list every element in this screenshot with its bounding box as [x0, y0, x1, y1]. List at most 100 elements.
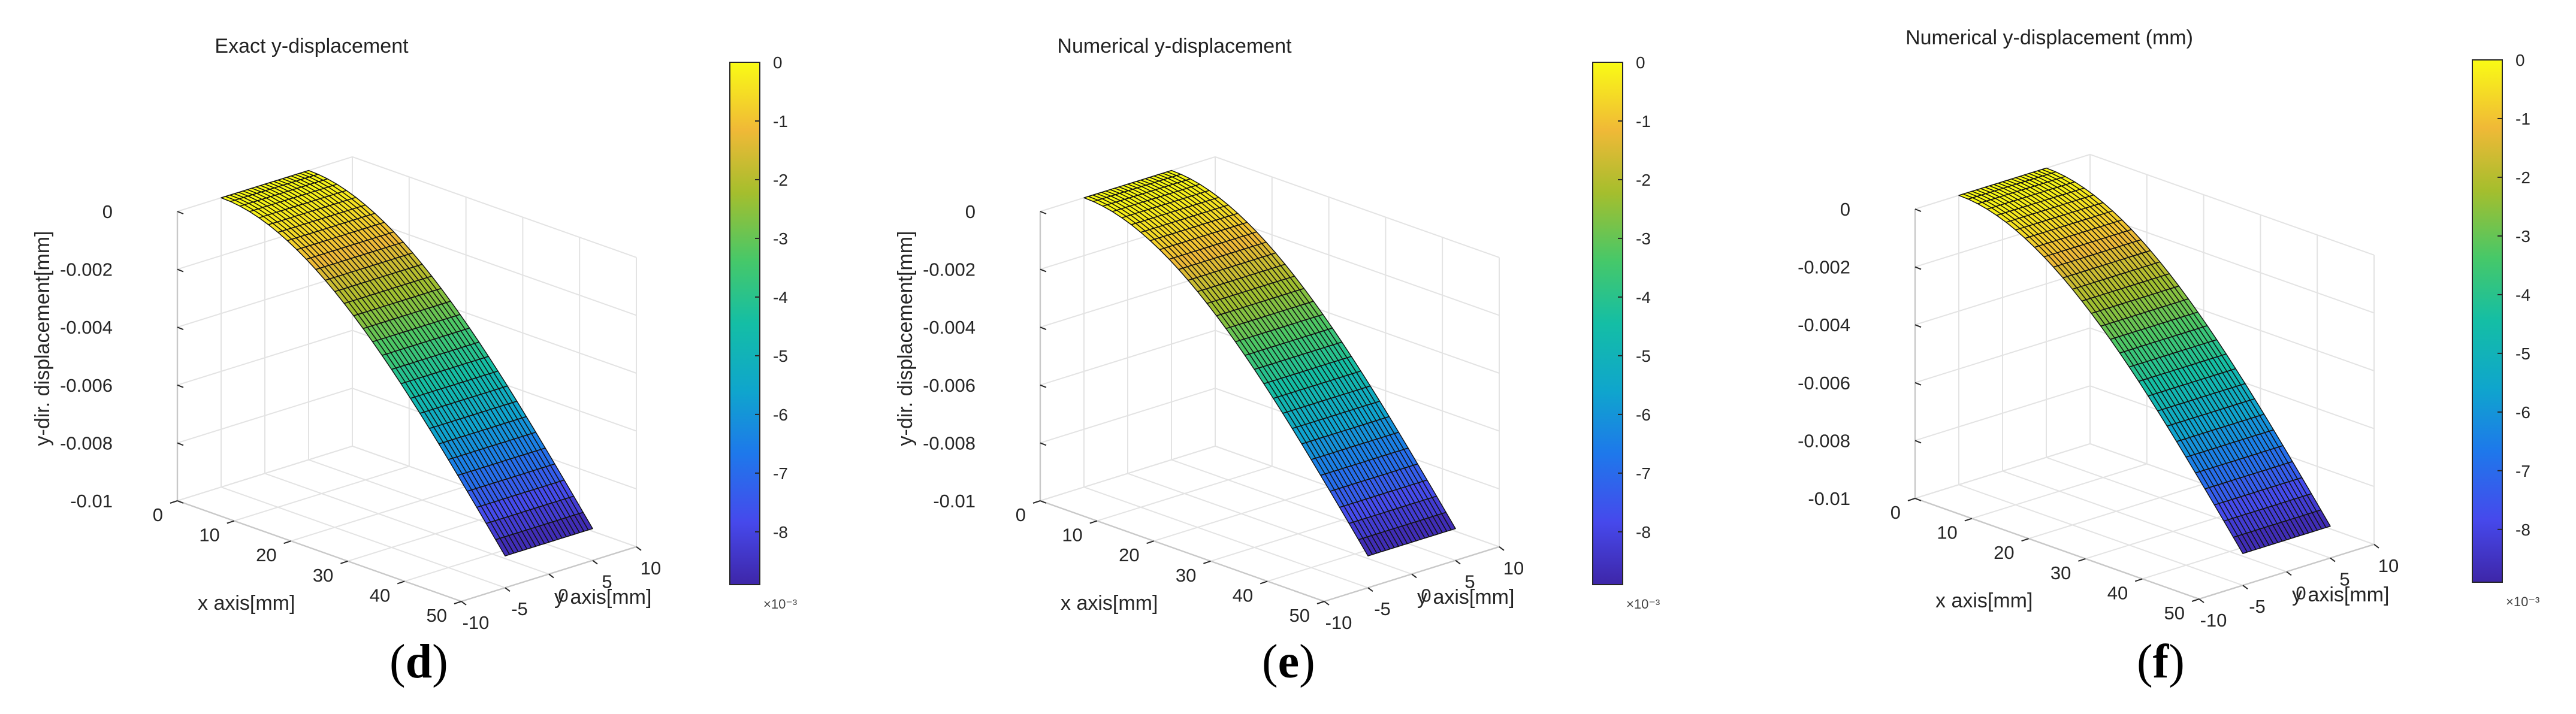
surface-mesh — [1958, 167, 2331, 554]
colorbar-tick-label: -2 — [2515, 168, 2530, 187]
z-tick — [177, 326, 184, 331]
colorbar-tick-label: -4 — [2515, 286, 2530, 304]
surface-mesh — [221, 170, 593, 556]
leftwall-gridline-z — [1914, 385, 2091, 441]
chart-title: Numerical y-displacement — [1057, 35, 1292, 58]
surface-patch — [1358, 537, 1373, 556]
z-tick-label: 0 — [102, 201, 113, 222]
y-tick-label: 0 — [2296, 582, 2306, 603]
x-tick-label: 50 — [2164, 603, 2185, 624]
colorbar-tick-label: -2 — [773, 171, 788, 189]
x-tick — [283, 540, 291, 544]
colorbar-tick-label: -7 — [2515, 462, 2530, 480]
leftwall-gridline-z — [177, 272, 353, 328]
colorbar-tick-label: -8 — [1636, 523, 1651, 541]
x-axis-line — [1040, 500, 1325, 603]
colorbar-tick-label: -6 — [773, 406, 788, 424]
colorbar-multiplier: ×10⁻³ — [763, 597, 797, 612]
z-tick-label: -0.002 — [1798, 257, 1850, 278]
backwall-gridline-z — [1215, 214, 1500, 316]
z-tick-label: -0.004 — [1798, 314, 1850, 335]
colorbar-tick-label: 0 — [1636, 53, 1645, 72]
floor-gridline-y — [1127, 473, 1412, 575]
x-tick — [1907, 498, 1916, 501]
colorbar-tick-label: -5 — [773, 347, 788, 365]
x-tick-label: 0 — [1016, 504, 1026, 525]
leftwall-gridline-z — [177, 329, 353, 386]
y-tick — [2198, 598, 2204, 603]
caption-f: (f) — [2137, 636, 2185, 688]
x-tick — [1316, 601, 1325, 604]
colorbar-tick-label: -7 — [773, 464, 788, 483]
colorbar-tick-label: -1 — [2515, 110, 2530, 128]
z-tick-label: 0 — [1840, 199, 1850, 220]
colorbar-multiplier: ×10⁻³ — [1626, 597, 1660, 612]
surface-plot: 0 -0.002 -0.004 -0.006 -0.008 -0.01 0 10 20 30 40 5… — [894, 35, 1660, 633]
x-tick — [2021, 538, 2029, 542]
floor-gridline-y — [264, 473, 549, 575]
x-tick-label: 20 — [256, 544, 276, 565]
y-axis-label: y axis[mm] — [554, 586, 651, 609]
y-tick — [636, 546, 642, 551]
floor-gridline-y — [2002, 470, 2287, 573]
z-tick-label: -0.004 — [923, 317, 976, 338]
z-tick-label: -0.01 — [933, 491, 976, 512]
y-tick — [1455, 559, 1461, 565]
y-tick — [548, 573, 554, 579]
backwall-gridline-z — [2089, 153, 2375, 256]
backwall-gridline-z — [1215, 156, 1500, 258]
panel-f: 0 -0.002 -0.004 -0.006 -0.008 -0.01 0 10 20 30 40 5… — [1738, 0, 2576, 714]
y-tick — [1324, 601, 1330, 606]
z-tick-label: -0.004 — [60, 317, 113, 338]
caption-d: (d) — [389, 636, 448, 688]
colorbar-tick-label: -4 — [1636, 288, 1651, 307]
leftwall-gridline-z — [1040, 388, 1216, 444]
z-tick-label: -0.006 — [923, 375, 976, 396]
z-tick — [1040, 326, 1047, 331]
y-tick — [505, 587, 511, 592]
x-tick — [1260, 580, 1268, 585]
x-tick-label: 10 — [1062, 525, 1082, 546]
colorbar-tick-label: -7 — [1636, 464, 1651, 483]
z-tick — [1914, 498, 1922, 501]
z-tick — [1040, 268, 1047, 273]
y-tick — [1367, 587, 1373, 592]
y-tick-label: 10 — [1503, 558, 1524, 579]
y-tick — [1411, 573, 1417, 579]
y-tick — [2373, 543, 2379, 549]
leftwall-gridline-z — [1040, 445, 1216, 501]
x-tick — [1203, 560, 1211, 564]
y-tick-label: 5 — [602, 571, 612, 592]
x-tick — [2134, 578, 2143, 582]
colorbar: 0 -1 -2 -3 -4 -5 -6 -7 -8 ×10⁻³ — [729, 53, 797, 612]
x-tick — [340, 560, 348, 564]
floor-gridline-y — [1958, 484, 2243, 586]
chart-title: Numerical y-displacement (mm) — [1905, 26, 2193, 49]
y-tick — [1499, 546, 1505, 551]
x-tick-label: 40 — [370, 585, 390, 606]
x-tick-label: 30 — [2050, 562, 2071, 583]
x-tick — [2078, 558, 2086, 562]
y-tick-label: 10 — [2378, 555, 2399, 576]
colorbar: 0 -1 -2 -3 -4 -5 -6 -7 -8 ×10⁻³ — [2472, 51, 2539, 609]
leftwall-gridline-z — [1914, 270, 2091, 326]
y-tick-label: -10 — [1325, 612, 1352, 633]
leftwall-gridline-z — [1914, 443, 2091, 499]
z-tick — [1914, 324, 1922, 328]
y-tick — [2242, 585, 2248, 590]
x-tick-label: 50 — [427, 605, 447, 626]
backwall-gridline-z — [352, 214, 637, 316]
colorbar-multiplier: ×10⁻³ — [2506, 594, 2539, 609]
x-tick — [1032, 500, 1041, 504]
x-tick-label: 40 — [2107, 582, 2128, 603]
surface-patch — [2233, 535, 2248, 554]
z-tick-label: -0.002 — [923, 259, 976, 280]
y-tick-label: 5 — [1464, 571, 1475, 592]
x-tick-label: 10 — [1937, 522, 1957, 543]
y-tick-label: -5 — [511, 598, 528, 619]
z-tick — [177, 500, 184, 504]
backwall-gridline-z — [2089, 211, 2375, 314]
leftwall-gridline-z — [1040, 272, 1216, 328]
z-tick — [1040, 384, 1047, 388]
colorbar-tick-label: -1 — [773, 112, 788, 131]
